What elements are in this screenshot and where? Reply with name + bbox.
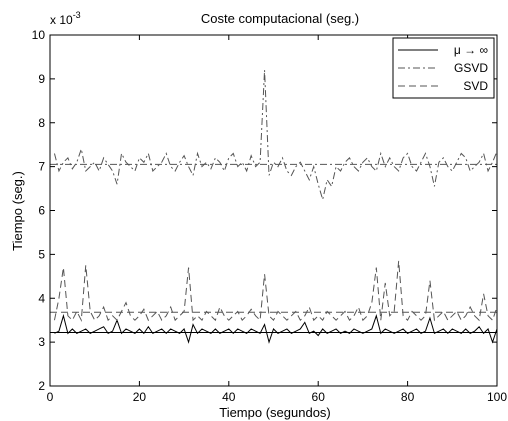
y-tick-label: 4 [38, 291, 45, 305]
y-tick-label: 7 [38, 160, 45, 174]
chart-title: Coste computacional (seg.) [201, 11, 359, 26]
y-tick-label: 2 [38, 379, 45, 393]
legend-label-mu: μ → ∞ [454, 43, 488, 57]
x-tick-label: 100 [487, 390, 507, 404]
axis-ticks: 0 20 40 60 80 100 2 3 4 5 6 7 8 9 10 [32, 28, 508, 404]
y-tick-label: 8 [38, 116, 45, 130]
series-line-mu [54, 313, 498, 344]
series-line-gsvd [53, 70, 498, 202]
y-axis-label: Tiempo (seg.) [10, 171, 25, 251]
series-layer [50, 70, 498, 344]
y-multiplier-base: x 10 [50, 13, 73, 27]
x-tick-label: 40 [222, 390, 236, 404]
y-multiplier-exponent: -3 [73, 10, 81, 20]
y-tick-label: 9 [38, 72, 45, 86]
y-tick-label: 10 [32, 28, 46, 42]
legend-label-gsvd: GSVD [454, 61, 488, 75]
legend: μ → ∞ GSVD SVD [392, 37, 495, 99]
y-tick-label: 3 [38, 335, 45, 349]
x-tick-label: 60 [312, 390, 326, 404]
y-multiplier-label: x 10-3 [50, 10, 81, 27]
x-axis-label: Tiempo (segundos) [219, 405, 331, 420]
y-tick-label: 6 [38, 204, 45, 218]
series-line-svd [53, 260, 498, 322]
y-tick-label: 5 [38, 247, 45, 261]
plot-frame [49, 34, 498, 387]
legend-label-svd: SVD [463, 79, 488, 93]
x-tick-label: 80 [401, 390, 415, 404]
x-tick-label: 20 [133, 390, 147, 404]
x-tick-label: 0 [47, 390, 54, 404]
